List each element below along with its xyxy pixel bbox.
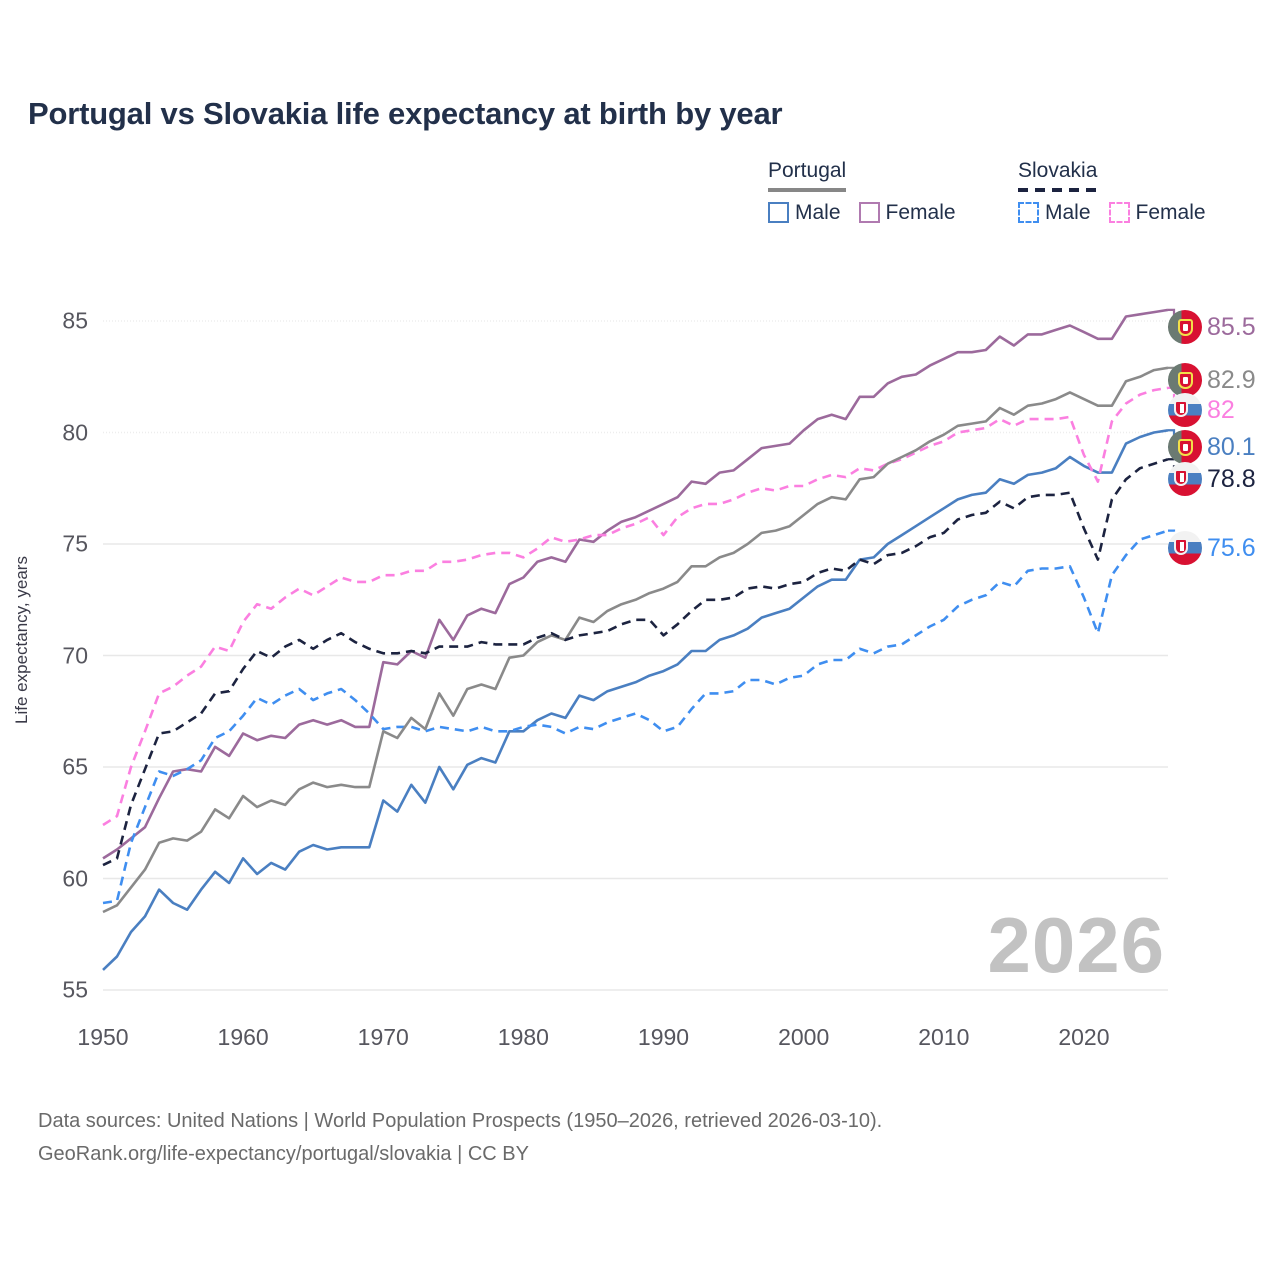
portugal-flag-icon xyxy=(1168,363,1202,397)
series-line-slovakia-female xyxy=(102,386,1169,827)
end-label-value: 82 xyxy=(1207,395,1235,424)
flag-shield-icon xyxy=(1178,439,1193,456)
legend-item-portugal-female[interactable]: Female xyxy=(858,201,956,224)
legend-group-portugal: Portugal xyxy=(768,159,847,192)
flag-shield-icon xyxy=(1174,469,1188,486)
end-label: 85.5 xyxy=(1168,310,1256,344)
portugal-flag-icon xyxy=(1168,430,1202,464)
series-line-portugal-female xyxy=(102,308,1169,860)
legend-items-slovakia: Male Female xyxy=(1018,202,1206,223)
flag-shield-icon xyxy=(1174,400,1188,417)
slovakia-flag-icon xyxy=(1168,462,1202,496)
footer-data-sources: Data sources: United Nations | World Pop… xyxy=(38,1110,883,1132)
portugal-flag-icon xyxy=(1168,310,1202,344)
flag-shield-icon xyxy=(1174,538,1188,555)
y-axis-tick-label: 55 xyxy=(62,976,88,1003)
footer: Data sources: United Nations | World Pop… xyxy=(38,1105,1238,1171)
y-axis-tick-label: 85 xyxy=(62,307,88,334)
legend-country-portugal: Portugal xyxy=(768,159,847,182)
x-axis-tick-label: 1970 xyxy=(357,1024,409,1050)
y-axis-tick-label: 80 xyxy=(62,419,88,445)
x-axis-tick-label: 2010 xyxy=(918,1024,970,1050)
x-axis-tick-label: 1980 xyxy=(497,1024,549,1050)
series-line-slovakia-male xyxy=(102,529,1169,905)
end-label: 80.1 xyxy=(1168,430,1256,464)
x-axis-tick-label: 1950 xyxy=(77,1024,129,1050)
legend-rule-portugal xyxy=(768,188,847,192)
end-label-value: 78.8 xyxy=(1207,464,1256,493)
flag-shield-icon xyxy=(1178,372,1193,389)
legend-item-slovakia-male[interactable]: Male xyxy=(1018,202,1091,223)
year-watermark: 2026 xyxy=(987,901,1165,989)
x-axis-tick-label: 2000 xyxy=(778,1024,830,1050)
end-label-value: 80.1 xyxy=(1207,432,1256,461)
legend-swatch-icon-slovakia-female xyxy=(1108,202,1130,223)
end-label: 78.8 xyxy=(1168,462,1256,496)
footer-attribution: GeoRank.org/life-expectancy/portugal/slo… xyxy=(38,1143,529,1165)
legend-item-portugal-male[interactable]: Male xyxy=(768,202,841,223)
end-label: 82.9 xyxy=(1168,363,1256,397)
page-title: Portugal vs Slovakia life expectancy at … xyxy=(28,96,783,131)
y-axis-tick-label: 65 xyxy=(62,753,88,780)
legend-label-portugal-female: Female xyxy=(885,201,956,224)
legend-swatch-icon-slovakia-male xyxy=(1018,202,1039,223)
y-axis-tick-label: 70 xyxy=(62,642,88,668)
x-axis-tick-label: 1960 xyxy=(217,1024,269,1050)
slovakia-flag-icon xyxy=(1168,531,1202,565)
series-line-portugal-total xyxy=(102,366,1169,914)
y-axis-tick-label: 60 xyxy=(62,865,88,891)
legend-swatch-icon-portugal-male xyxy=(768,202,789,223)
legend-label-slovakia-female: Female xyxy=(1135,201,1206,224)
legend-rule-slovakia xyxy=(1018,188,1098,192)
end-label-value: 75.6 xyxy=(1207,533,1256,562)
legend-label-slovakia-male: Male xyxy=(1045,201,1091,224)
legend-swatch-icon-portugal-female xyxy=(858,202,880,223)
chart-legend: Portugal Slovakia Male Female Male xyxy=(760,160,1260,240)
end-label-value: 82.9 xyxy=(1207,365,1256,394)
y-axis-tick-label: 75 xyxy=(62,530,88,557)
legend-country-slovakia: Slovakia xyxy=(1018,159,1098,182)
legend-item-slovakia-female[interactable]: Female xyxy=(1108,201,1206,224)
legend-label-portugal-male: Male xyxy=(795,201,841,224)
x-axis-tick-label: 1990 xyxy=(637,1024,690,1050)
end-label: 82 xyxy=(1168,393,1235,427)
x-axis-tick-label: 2020 xyxy=(1058,1024,1110,1050)
end-label-value: 85.5 xyxy=(1207,312,1256,341)
legend-group-slovakia: Slovakia xyxy=(1018,159,1098,192)
end-label: 75.6 xyxy=(1168,531,1256,565)
legend-items-portugal: Male Female xyxy=(768,202,956,223)
slovakia-flag-icon xyxy=(1168,393,1202,427)
flag-shield-icon xyxy=(1178,319,1193,336)
series-line-portugal-male xyxy=(102,429,1169,971)
